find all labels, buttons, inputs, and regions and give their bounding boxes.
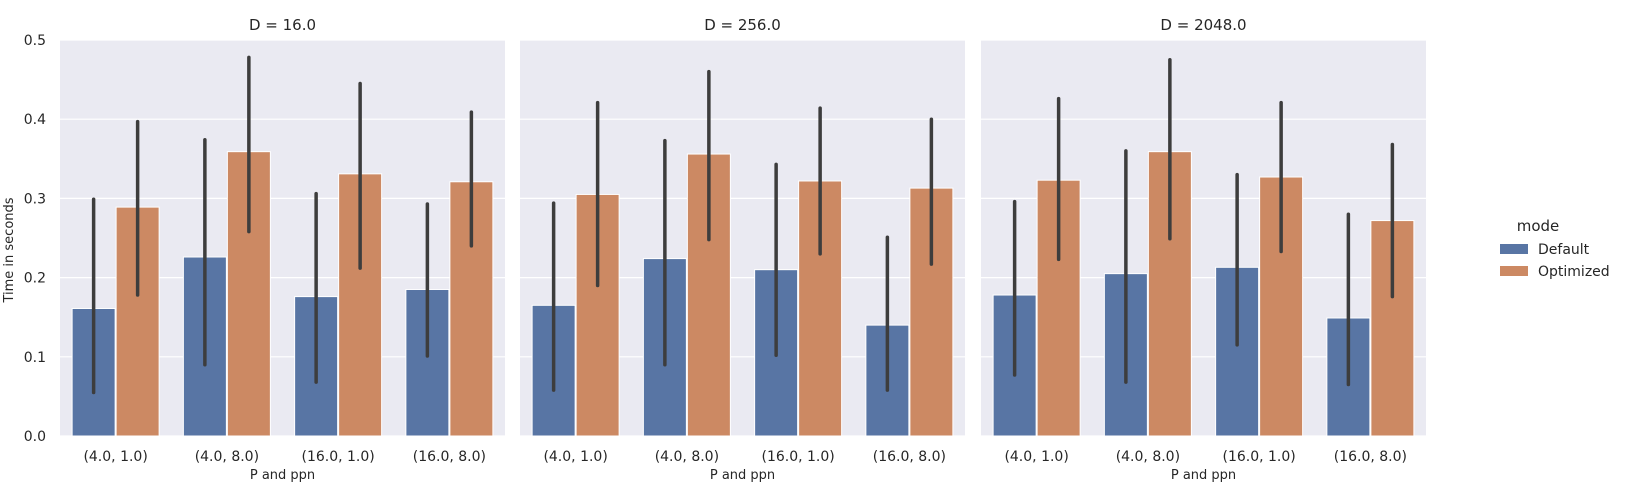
y-tick-label: 0.3 <box>24 191 46 207</box>
legend-title: mode <box>1517 217 1560 235</box>
x-tick-label: (16.0, 1.0) <box>761 449 834 465</box>
x-axis-label: P and ppn <box>250 468 315 483</box>
y-axis-label: Time in seconds <box>2 197 17 303</box>
x-tick-label: (4.0, 8.0) <box>655 449 719 465</box>
x-tick-label: (4.0, 1.0) <box>1004 449 1068 465</box>
facet-panel: D = 2048.0 (4.0, 1.0) (4.0, 8.0) (16.0, 1.0… <box>981 16 1426 483</box>
legend-label-optimized: Optimized <box>1538 264 1610 280</box>
y-tick-label: 0.2 <box>24 271 46 287</box>
y-tick-label: 0.0 <box>24 429 46 445</box>
panel-title: D = 2048.0 <box>1160 16 1246 34</box>
panel-title: D = 16.0 <box>249 16 316 34</box>
x-tick-label: (4.0, 8.0) <box>1116 449 1180 465</box>
x-tick-label: (4.0, 1.0) <box>83 449 147 465</box>
x-tick-label: (16.0, 8.0) <box>873 449 946 465</box>
x-tick-label: (16.0, 1.0) <box>301 449 374 465</box>
legend-swatch-default <box>1500 244 1528 254</box>
x-tick-label: (16.0, 1.0) <box>1222 449 1295 465</box>
x-axis-label: P and ppn <box>710 468 775 483</box>
y-tick-label: 0.1 <box>24 350 46 366</box>
x-tick-label: (16.0, 8.0) <box>1334 449 1407 465</box>
legend: mode Default Optimized <box>1500 217 1610 280</box>
x-tick-label: (4.0, 1.0) <box>543 449 607 465</box>
legend-swatch-optimized <box>1500 266 1528 276</box>
facet-panel: 0.0 0.1 0.2 0.3 0.4 0.5 D = 16.0 (4.0, 1.0) (4.0… <box>24 16 505 483</box>
legend-label-default: Default <box>1538 242 1590 258</box>
y-tick-label: 0.5 <box>24 33 46 49</box>
x-tick-label: (4.0, 8.0) <box>195 449 259 465</box>
x-axis-label: P and ppn <box>1171 468 1236 483</box>
facet-panels: 0.0 0.1 0.2 0.3 0.4 0.5 D = 16.0 (4.0, 1.0) (4.0… <box>24 16 1426 483</box>
facet-panel: D = 256.0 (4.0, 1.0) (4.0, 8.0) (16.0, 1.0)… <box>520 16 965 483</box>
y-tick-label: 0.4 <box>24 112 46 128</box>
panel-title: D = 256.0 <box>704 16 781 34</box>
x-tick-label: (16.0, 8.0) <box>413 449 486 465</box>
